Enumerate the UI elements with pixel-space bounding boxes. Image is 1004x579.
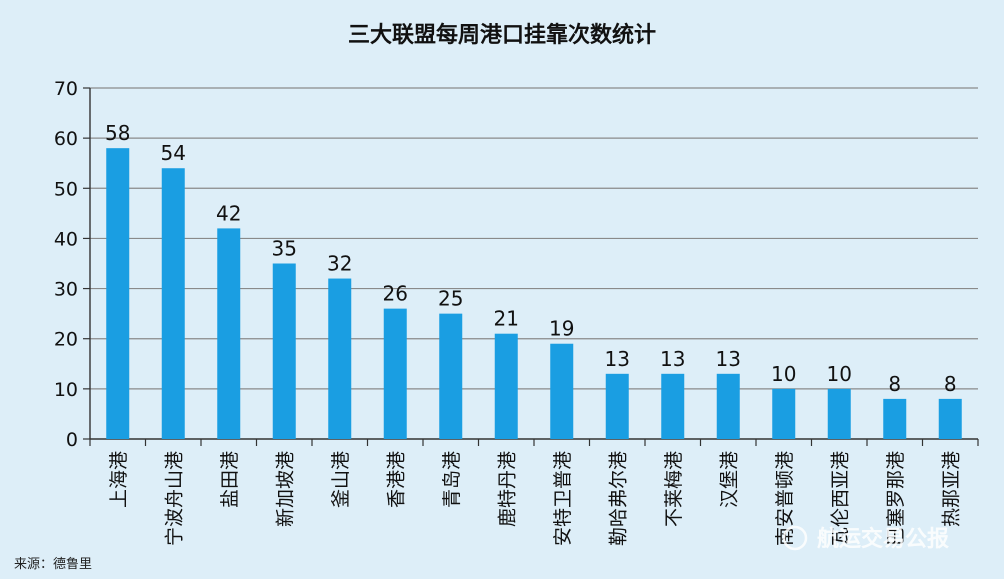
y-tick-label: 50 [54,178,78,200]
bar [217,228,241,439]
category-label: 不莱梅港 [663,451,685,527]
y-tick-label: 70 [54,78,78,100]
bar [550,343,574,439]
y-tick-label: 40 [54,228,78,250]
data-label: 21 [494,307,519,331]
category-label: 釜山港 [330,451,352,508]
bar [661,373,685,439]
bar [772,388,796,439]
y-tick-label: 60 [54,128,78,150]
category-label: 巴塞罗那港 [885,451,907,546]
data-label: 58 [105,121,130,145]
data-label: 42 [216,201,241,225]
watermark-text: 航运交易公报 [817,526,949,552]
bar [383,308,407,439]
bar [439,313,463,439]
data-label: 25 [438,287,463,311]
bar [827,388,851,439]
category-labels: 上海港 宁波舟山港 盐田港 新加坡港 釜山港 香港港 青岛港 鹿特丹港 安特卫普港 勒哈弗尔港 不莱… [108,451,963,546]
y-tick-label: 10 [54,379,78,401]
data-label: 19 [549,317,574,341]
data-label: 13 [716,347,741,371]
data-label: 35 [272,237,297,261]
category-label: 瓦伦西亚港 [829,451,851,546]
category-label: 盐田港 [219,451,241,508]
bar [494,333,518,439]
bar [328,278,352,439]
bar [161,168,185,439]
data-label: 26 [383,282,408,306]
data-label: 10 [827,362,852,386]
bars [106,148,962,439]
bar [272,263,296,439]
bar [605,373,629,439]
data-label: 10 [771,362,796,386]
chat-bubble-icon [782,525,808,551]
data-label: 13 [660,347,685,371]
category-label: 热那亚港 [940,451,962,527]
data-label: 8 [944,372,957,396]
watermark: 航运交易公报 [782,525,949,552]
category-label: 宁波舟山港 [163,451,185,546]
bar [938,398,962,439]
data-label: 13 [605,347,630,371]
bar [716,373,740,439]
y-tick-label: 20 [54,329,78,351]
data-labels: 58 54 42 35 32 26 25 21 19 13 13 13 10 10 8 8 [105,121,957,396]
category-label: 青岛港 [441,451,463,508]
source-note: 来源：德鲁里 [14,557,92,572]
category-label: 上海港 [108,451,130,508]
category-label: 鹿特丹港 [496,451,518,527]
data-label: 32 [327,252,352,276]
category-label: 汉堡港 [718,451,740,508]
y-tick-label: 30 [54,279,78,301]
category-label: 勒哈弗尔港 [607,451,629,546]
bar [106,148,130,439]
data-label: 54 [161,141,186,165]
category-label: 南安普顿港 [774,451,796,546]
chart-title: 三大联盟每周港口挂靠次数统计 [348,22,656,48]
y-tick-label: 0 [66,429,78,451]
category-label: 安特卫普港 [552,451,574,546]
category-label: 香港港 [385,451,407,508]
data-label: 8 [888,372,901,396]
category-label: 新加坡港 [274,451,296,527]
bar [883,398,907,439]
